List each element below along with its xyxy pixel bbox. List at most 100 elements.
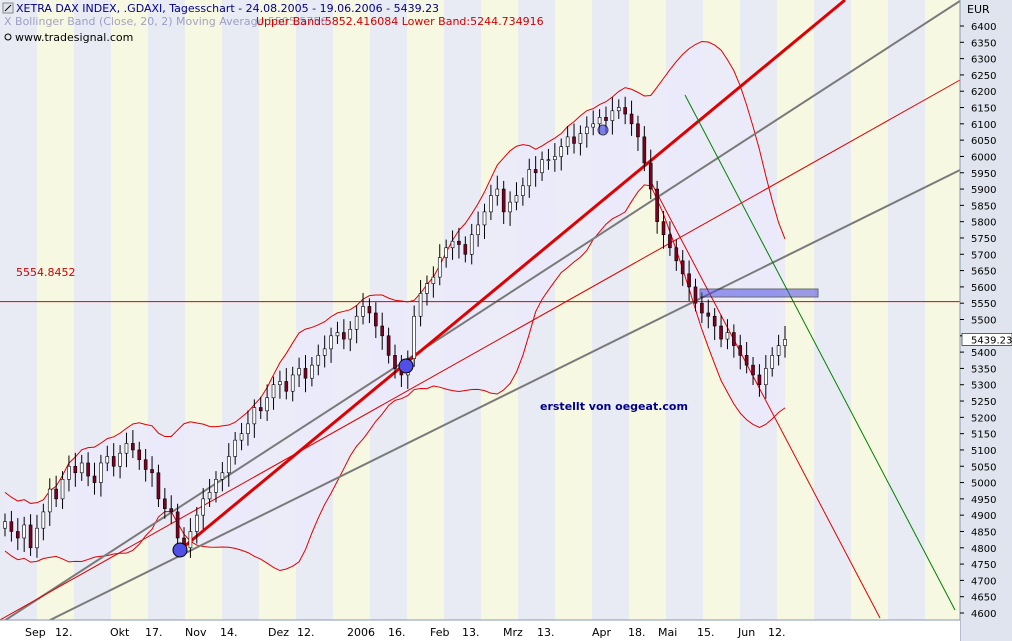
time-axis: Sep 12. Okt 17. Nov 14. Dez 12. 2006 16. Feb 13. Mrz… [0,619,960,641]
candle [655,180,659,234]
candle [425,275,429,306]
time-tick-label: 12. [768,626,786,639]
candle [354,305,359,344]
candle-body [495,188,500,196]
candle [105,445,110,472]
candle [629,100,634,136]
candle [15,518,20,551]
candle [757,364,762,397]
price-tick-label: 5500 [971,316,996,327]
candle [527,158,532,198]
bollinger-lines [4,40,786,572]
copyright-icon [4,33,12,41]
candle [393,344,397,379]
candle [693,278,698,312]
candle-body [623,107,627,115]
candle [725,319,730,350]
price-tick-label: 5600 [971,283,996,294]
price-tick-label: 6200 [971,87,996,98]
stripe [555,0,592,620]
candle [316,344,321,376]
time-tick-label: Jun [737,626,755,639]
candle-body [693,286,698,304]
price-tick-label: 5300 [971,381,996,392]
candle-body [565,136,570,147]
candle [680,250,685,286]
price-tick-label: 4650 [971,593,996,604]
main-trend-line [179,0,846,552]
time-tick-label: 16. [388,626,406,639]
candle [546,148,551,170]
time-tick-label: 13. [462,626,480,639]
candle-body [380,325,385,337]
candle-body [99,462,103,483]
candle [572,123,576,154]
candle [501,180,506,224]
candle-body [175,511,180,539]
candle [252,399,257,438]
price-axis: 4600 4650 4700 4750 4800 4850 4900 4950 5000 5050… [959,0,1012,641]
horizontal-line-label: 5554.8452 [16,266,76,279]
watermark: erstellt von oegeat.com [540,400,688,413]
candle [348,321,353,352]
candle [239,422,244,451]
candle [22,516,26,553]
candle-body [521,185,525,196]
candle [553,143,557,172]
candle [482,203,487,239]
candle [687,260,691,301]
upper-channel-line [0,0,964,625]
candle [86,452,90,487]
candle-body [201,498,205,516]
candle [412,305,416,367]
candle-body [450,240,455,249]
candle-body [28,524,33,549]
candle-body [776,345,781,356]
candle-body [195,514,199,532]
candle-body [738,345,743,356]
candle-body [616,107,621,112]
candle [540,151,544,181]
pivot-marker-low [172,542,188,558]
candle-body [425,283,429,294]
candle-body [303,368,308,379]
candle [533,156,538,187]
time-axis-panel [0,620,960,641]
time-tick-label: Okt [110,626,130,639]
candle [290,366,295,402]
candle-body [508,201,512,213]
price-tick-label: 5200 [971,413,996,424]
price-tick-label: 4800 [971,544,996,555]
candle [565,126,570,155]
candle-body [572,136,576,144]
candle [60,471,65,509]
candle [322,335,327,368]
candle [207,478,212,508]
candle-body [348,328,353,340]
candle [719,315,723,348]
candle-body [284,381,289,392]
candle-body [546,159,551,162]
candle [610,97,615,135]
candle-body [476,224,480,236]
candle-body [329,335,333,350]
green-trend-line [684,94,956,611]
candle [437,244,442,286]
candle [712,308,717,341]
last-price-label: 5439.23 [971,335,1012,346]
candle [303,355,308,393]
candle-body [60,478,65,500]
price-tick-label: 5350 [971,364,996,375]
candle-body [393,355,397,369]
chart-title: XETRA DAX INDEX, .GDAXI, Tagesschart - 2… [16,2,439,15]
candle-body [86,462,90,477]
candle [35,514,39,558]
candle-body [770,355,775,369]
price-tick-label: 5900 [971,185,996,196]
pivot-marker-high [597,124,609,136]
candle-body [239,433,244,441]
time-tick-label: 2006 [347,626,375,639]
candle [668,221,672,256]
candle-body [431,276,436,284]
candle-body [374,312,378,327]
